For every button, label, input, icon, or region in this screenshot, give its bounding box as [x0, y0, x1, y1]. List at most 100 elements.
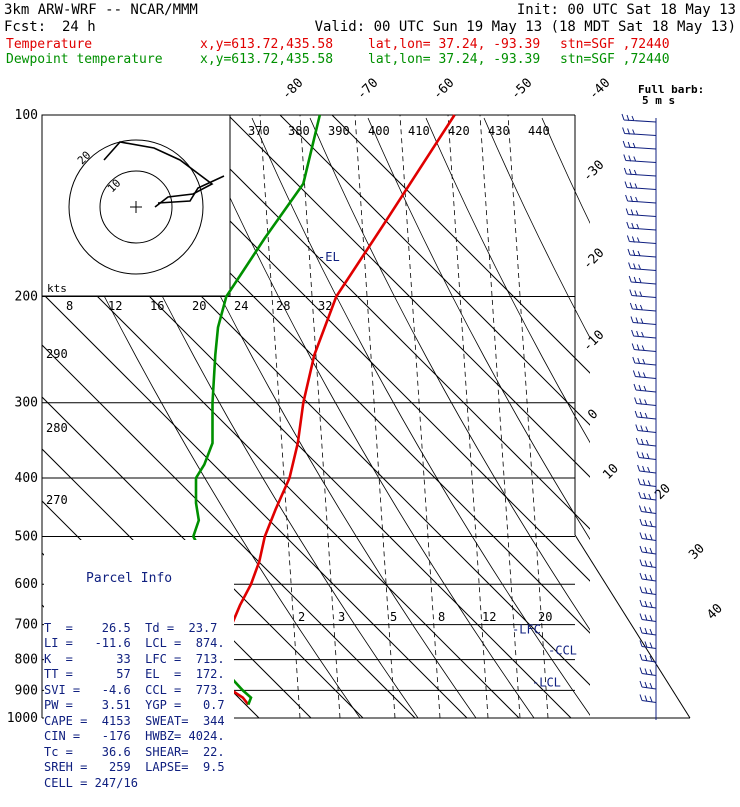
dew-xy: x,y=613.72,435.58 [200, 52, 334, 67]
theta-label: 410 [408, 124, 430, 138]
theta-label: 380 [288, 124, 310, 138]
isotherm-label: -60 [430, 76, 457, 103]
hodo-speed-label: 24 [234, 299, 248, 313]
parcel-row: CAPE = 4153 SWEAT= 344 [44, 713, 225, 728]
level-marker: -LFC [512, 622, 541, 636]
level-markers: -EL -LFC -CCL -LCL [318, 250, 577, 690]
isotherm-line [42, 344, 416, 719]
wind-barb [623, 154, 657, 163]
wind-barb [623, 167, 657, 177]
parcel-info-panel: Parcel Info T = 26.5 Td = 23.7 LI = -11.6… [44, 540, 234, 807]
pressure-label: 700 [15, 618, 38, 633]
hodo-ring-outer [68, 139, 204, 275]
wind-barb [634, 397, 657, 406]
pressure-label: 900 [15, 683, 38, 698]
wind-barb [621, 113, 657, 123]
wind-barb [639, 586, 657, 595]
parcel-row: Tc = 36.6 SHEAR= 22. [44, 744, 225, 759]
wind-barb [638, 491, 657, 501]
level-marker: -CCL [548, 644, 577, 658]
parcel-row: T = 26.5 Td = 23.7 [44, 620, 218, 635]
barb-legend-units: 5 m s [642, 94, 675, 107]
temperature-legend: Temperature [6, 37, 93, 52]
pressure-label: 400 [15, 471, 38, 486]
mixing-ratio-line [447, 115, 489, 719]
theta-left-label: 290 [46, 347, 68, 361]
pressure-label: 300 [15, 396, 38, 411]
right-axis-skew [574, 534, 691, 719]
wind-barb [630, 316, 657, 325]
wind-barb [631, 343, 657, 352]
parcel-rows: T = 26.5 Td = 23.7 LI = -11.6 LCL = 874. K… [44, 621, 234, 792]
mixing-ratio-label: 8 [438, 610, 445, 624]
parcel-info-title: Parcel Info [86, 571, 173, 586]
wind-barbs [621, 113, 657, 720]
wind-barb [639, 626, 657, 636]
wind-barb [627, 248, 657, 258]
hodo-speed-label: 8 [66, 299, 73, 313]
theta-left-label: 280 [46, 421, 68, 435]
pressure-label: 100 [15, 108, 38, 123]
wind-barb [639, 518, 657, 528]
wind-barb [639, 680, 657, 690]
parcel-row: TT = 57 EL = 172. [44, 667, 225, 681]
wind-barb [639, 559, 657, 568]
mixing-ratio-label: 20 [538, 610, 552, 624]
isotherm-label: -70 [354, 76, 381, 103]
wind-barb [639, 545, 657, 555]
wind-barb [639, 599, 657, 609]
init-time: Init: 00 UTC Sat 18 May 13 [516, 2, 736, 18]
valid-time: Valid: 00 UTC Sun 19 May 13 (18 MDT Sat … [314, 19, 736, 35]
adiabat-line [600, 118, 740, 718]
parcel-row: CIN = -176 HWBZ= 4024. [44, 729, 225, 743]
hodo-units-label: kts [47, 282, 67, 295]
adiabat-line [541, 117, 590, 224]
wind-barb [626, 235, 657, 244]
theta-label: 420 [448, 124, 470, 138]
isotherm-line [42, 292, 468, 719]
hodo-trace [157, 175, 225, 204]
adiabat-line [309, 117, 590, 631]
dew-latlon: lat,lon= 37.24, -93.39 [368, 52, 541, 67]
dew-station: stn=SGF ,72440 [560, 52, 670, 67]
wind-barb [622, 127, 657, 136]
hodo-trace [103, 141, 214, 208]
forecast-hour: 24 h [62, 19, 96, 35]
hodo-center [130, 201, 142, 213]
model-title: 3km ARW-WRF -- NCAR/MMM [4, 2, 198, 18]
wind-barb [624, 181, 657, 190]
wind-barb [633, 383, 657, 393]
isotherm-line [331, 115, 590, 374]
isotherm-label: -30 [580, 158, 607, 185]
temp-latlon: lat,lon= 37.24, -93.39 [368, 37, 541, 52]
wind-barb [639, 653, 657, 663]
wind-barb [639, 532, 657, 541]
hodo-speed-label: 20 [192, 299, 206, 313]
theta-label: 400 [368, 124, 390, 138]
parcel-row: SREH = 259 LAPSE= 9.5 [44, 760, 225, 774]
wind-barb [637, 478, 657, 487]
pressure-label: 500 [15, 529, 38, 544]
wind-barb [625, 208, 657, 217]
isotherm-label: 10 [600, 461, 622, 483]
isotherm-line [42, 240, 520, 719]
wind-barb [628, 262, 657, 271]
wind-barb [639, 640, 657, 649]
forecast-label: Fcst: [4, 19, 47, 35]
parcel-row: LI = -11.6 LCL = 874. [44, 636, 225, 650]
hodo-ring-inner [99, 170, 173, 244]
isotherm-line [42, 396, 364, 719]
wind-barb [632, 356, 657, 366]
parcel-row: SVI = -4.6 CCL = 773. [44, 682, 225, 697]
isotherm-line [279, 115, 590, 426]
adiabat-line [425, 117, 590, 444]
hodo-speed-label: 12 [108, 299, 122, 313]
isotherm-label: -40 [586, 76, 613, 103]
wind-barb [639, 613, 657, 622]
temp-station: stn=SGF ,72440 [560, 37, 670, 52]
adiabat-line [193, 117, 535, 719]
isotherm-label: 0 [585, 407, 601, 423]
mixing-ratio-line [259, 115, 301, 719]
pressure-label: 200 [15, 290, 38, 305]
wind-barb [639, 667, 657, 676]
